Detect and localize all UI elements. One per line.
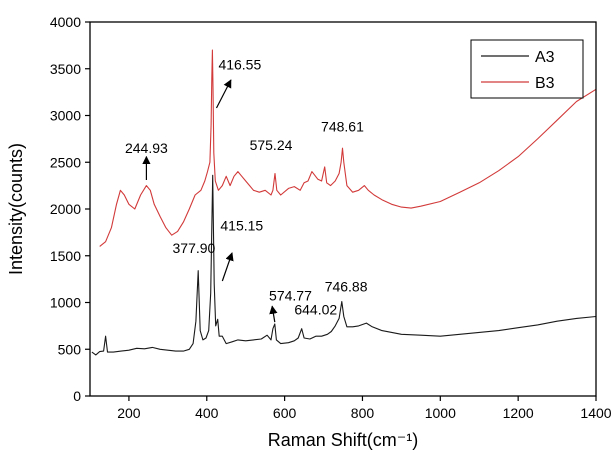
legend-label: B3	[535, 75, 555, 92]
peak-arrow	[215, 79, 232, 109]
peak-label: 574.77	[269, 288, 312, 304]
y-tick-label: 2500	[50, 154, 81, 170]
y-tick-label: 4000	[50, 14, 81, 30]
legend-box	[470, 39, 584, 99]
peak-label: 415.15	[220, 218, 263, 234]
peak-label: 746.88	[325, 278, 368, 294]
peak-label: 644.02	[294, 302, 337, 318]
legend: A3 B3	[470, 39, 584, 99]
y-tick-label: 1500	[50, 248, 81, 264]
peak-arrow	[269, 305, 278, 323]
x-tick-label: 1000	[425, 405, 456, 421]
peak-arrow	[221, 252, 234, 282]
series-line-b3	[99, 49, 597, 247]
x-tick-label: 1200	[503, 405, 534, 421]
y-axis: 0 500 1000 1500 2000 2500 3000 3500 4000	[50, 14, 90, 404]
y-axis-label: Intensity(counts)	[6, 143, 26, 275]
peak-label: 244.93	[125, 140, 168, 156]
x-axis-label: Raman Shift(cm⁻¹)	[268, 430, 419, 450]
legend-label: A3	[535, 49, 555, 66]
x-tick-label: 600	[273, 405, 297, 421]
x-tick-label: 800	[351, 405, 375, 421]
y-tick-label: 2000	[50, 201, 81, 217]
x-tick-label: 200	[117, 405, 141, 421]
peak-label: 377.90	[173, 240, 216, 256]
y-tick-label: 3500	[50, 61, 81, 77]
x-axis: 200 400 600 800 1000 1200 1400	[117, 396, 612, 421]
x-tick-label: 400	[195, 405, 219, 421]
series-line-a3	[91, 174, 597, 356]
y-tick-label: 500	[58, 341, 82, 357]
series-layer	[91, 49, 597, 356]
y-tick-label: 0	[73, 388, 81, 404]
peak-label: 748.61	[321, 118, 364, 134]
y-tick-label: 1000	[50, 295, 81, 311]
y-tick-label: 3000	[50, 108, 81, 124]
x-tick-label: 1400	[580, 405, 611, 421]
peak-label: 416.55	[218, 57, 261, 73]
peak-label: 575.24	[250, 137, 293, 153]
